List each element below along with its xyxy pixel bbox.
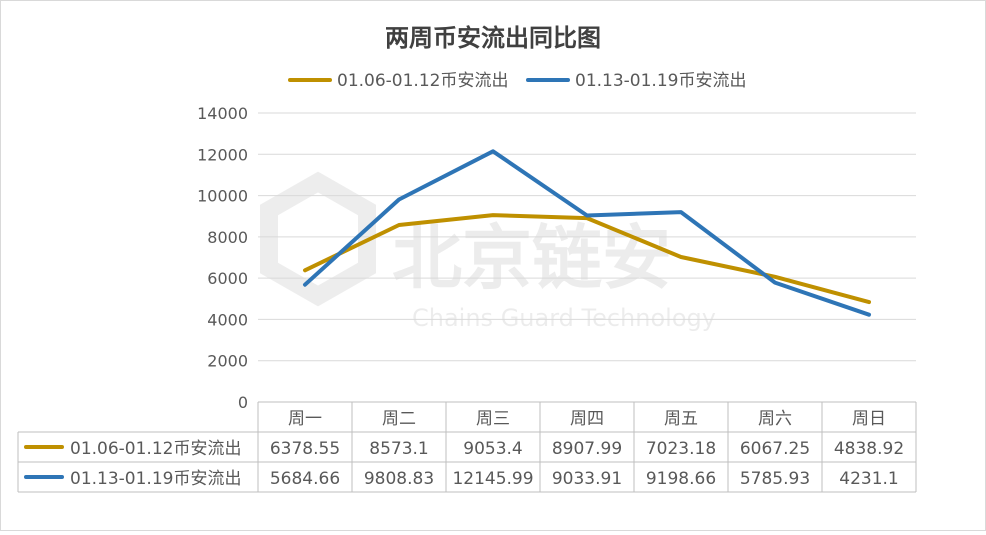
data-label: 8907.99 — [552, 439, 622, 459]
data-label: 9198.66 — [646, 469, 716, 489]
data-label: 8573.1 — [369, 439, 428, 459]
x-tick-label: 周三 — [476, 409, 510, 429]
table-series-label: 01.13-01.19币安流出 — [70, 469, 241, 489]
y-tick-label: 0 — [238, 393, 248, 412]
y-tick-label: 12000 — [197, 145, 248, 164]
x-tick-label: 周二 — [382, 409, 416, 429]
legend-label: 01.06-01.12币安流出 — [337, 71, 508, 91]
data-label: 5785.93 — [740, 469, 810, 489]
x-tick-label: 周五 — [664, 409, 698, 429]
data-label: 5684.66 — [270, 469, 340, 489]
x-tick-label: 周一 — [288, 409, 322, 429]
y-tick-label: 8000 — [207, 228, 248, 247]
y-tick-label: 10000 — [197, 187, 248, 206]
data-label: 9033.91 — [552, 469, 622, 489]
data-label: 9053.4 — [463, 439, 522, 459]
table-series-label: 01.06-01.12币安流出 — [70, 439, 241, 459]
data-label: 6067.25 — [740, 439, 810, 459]
x-tick-label: 周四 — [570, 409, 604, 429]
y-tick-label: 4000 — [207, 310, 248, 329]
legend-label: 01.13-01.19币安流出 — [575, 71, 746, 91]
watermark-en: Chains Guard Technology — [412, 304, 716, 332]
data-label: 4838.92 — [834, 439, 904, 459]
data-label: 9808.83 — [364, 469, 434, 489]
y-tick-label: 6000 — [207, 269, 248, 288]
watermark-cn: 北京链安 — [392, 217, 672, 299]
data-label: 4231.1 — [839, 469, 898, 489]
data-label: 6378.55 — [270, 439, 340, 459]
x-tick-label: 周六 — [758, 409, 792, 429]
data-label: 12145.99 — [452, 469, 533, 489]
y-tick-label: 14000 — [197, 104, 248, 123]
chart-title: 两周币安流出同比图 — [385, 24, 601, 52]
data-label: 7023.18 — [646, 439, 716, 459]
y-tick-label: 2000 — [207, 352, 248, 371]
x-tick-label: 周日 — [852, 409, 886, 429]
